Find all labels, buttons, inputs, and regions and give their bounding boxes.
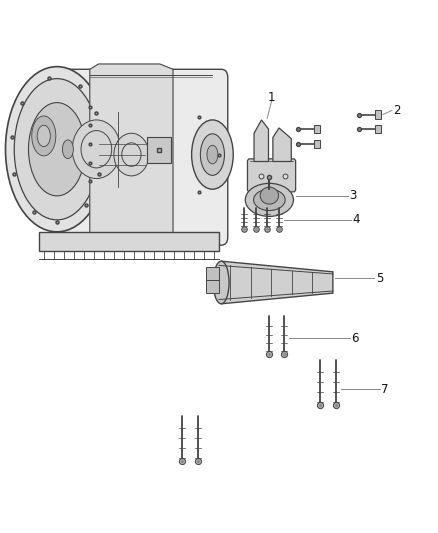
FancyBboxPatch shape	[64, 69, 228, 245]
Polygon shape	[90, 64, 173, 243]
Circle shape	[122, 143, 141, 166]
Text: 3: 3	[350, 189, 357, 202]
Ellipse shape	[14, 78, 100, 220]
Text: 4: 4	[352, 213, 360, 226]
Ellipse shape	[62, 140, 73, 159]
Ellipse shape	[200, 134, 224, 175]
Text: 2: 2	[393, 104, 401, 117]
Ellipse shape	[207, 145, 218, 164]
Text: 1: 1	[268, 91, 276, 104]
Ellipse shape	[6, 67, 109, 232]
Ellipse shape	[192, 120, 233, 189]
Ellipse shape	[213, 261, 229, 304]
Ellipse shape	[254, 189, 285, 211]
FancyBboxPatch shape	[247, 159, 296, 192]
Ellipse shape	[37, 125, 50, 147]
Polygon shape	[254, 120, 268, 161]
Ellipse shape	[260, 187, 279, 204]
FancyBboxPatch shape	[314, 125, 320, 133]
Text: 5: 5	[376, 272, 383, 285]
Polygon shape	[221, 261, 333, 304]
FancyBboxPatch shape	[206, 267, 219, 280]
Ellipse shape	[28, 102, 85, 196]
Polygon shape	[273, 128, 291, 161]
FancyBboxPatch shape	[375, 110, 381, 119]
Circle shape	[72, 120, 120, 179]
FancyBboxPatch shape	[206, 280, 219, 293]
Text: 6: 6	[351, 332, 358, 345]
FancyBboxPatch shape	[375, 125, 381, 133]
Text: 7: 7	[381, 383, 389, 395]
Polygon shape	[39, 232, 219, 251]
FancyBboxPatch shape	[147, 137, 171, 163]
Circle shape	[114, 133, 149, 176]
Ellipse shape	[245, 183, 293, 216]
FancyBboxPatch shape	[314, 140, 320, 148]
Circle shape	[81, 131, 112, 168]
Ellipse shape	[32, 116, 56, 156]
